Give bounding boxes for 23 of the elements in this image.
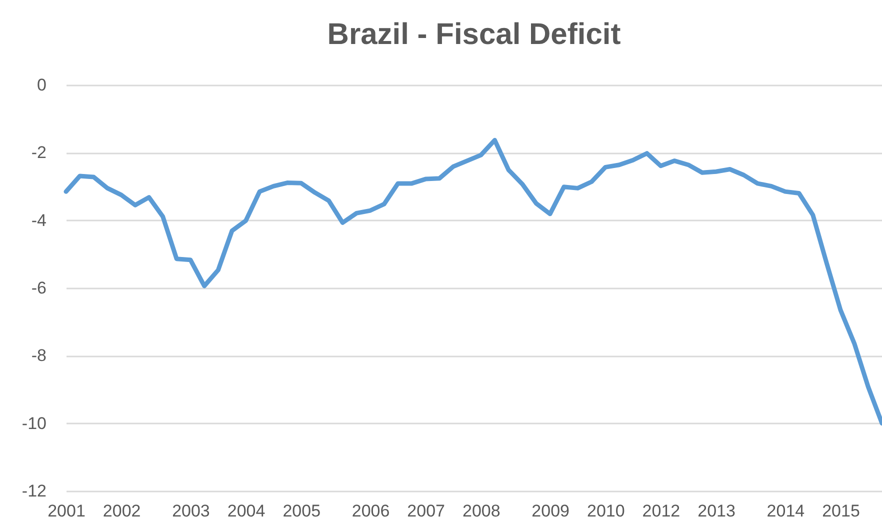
y-tick-label: -8: [31, 346, 46, 366]
x-tick-label: 2015: [822, 502, 860, 520]
y-tick-label: -12: [22, 482, 46, 500]
y-tick-label: -2: [31, 143, 46, 162]
line-series: [64, 138, 882, 426]
x-tick-label: 2005: [282, 502, 321, 520]
x-tick-label: 2004: [227, 502, 266, 520]
y-tick-label: -6: [31, 278, 46, 298]
chart-title: Brazil - Fiscal Deficit: [327, 18, 621, 51]
x-tick-label: 2014: [766, 502, 805, 520]
x-tick-label: 2003: [172, 502, 210, 520]
x-tick-label: 2013: [698, 502, 736, 520]
y-tick-label: -4: [31, 210, 46, 230]
x-tick-label: 2002: [102, 502, 141, 520]
x-tick-label: 2001: [48, 502, 86, 520]
x-tick-label: 2010: [586, 502, 625, 520]
y-tick-label: -10: [22, 414, 46, 433]
x-tick-label: 2008: [462, 502, 500, 520]
x-tick-label: 2009: [532, 502, 570, 520]
x-tick-label: 2006: [352, 502, 390, 520]
x-tick-label: 2012: [642, 502, 680, 520]
y-tick-label: 0: [37, 76, 46, 94]
x-tick-label: 2007: [407, 502, 446, 520]
